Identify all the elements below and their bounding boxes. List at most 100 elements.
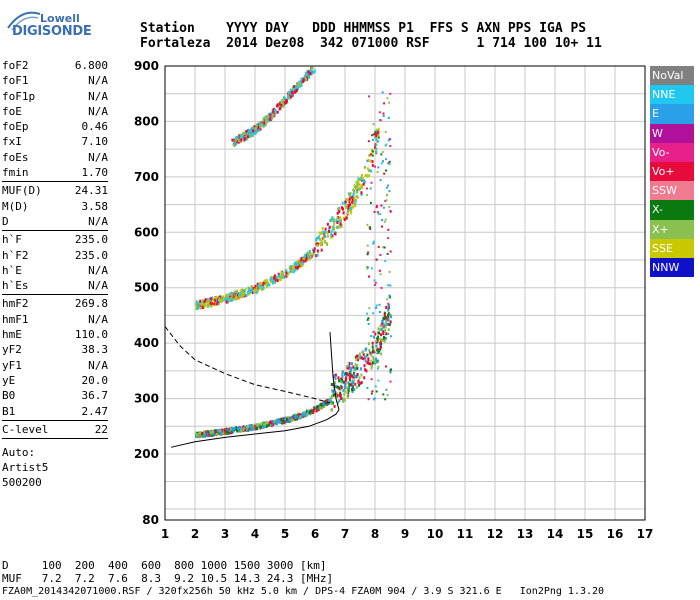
echo-point — [339, 225, 342, 229]
param-value: 6.800 — [74, 59, 108, 72]
echo-point — [199, 301, 202, 305]
echo-point — [331, 216, 334, 220]
echo-point — [207, 430, 210, 434]
echo-point — [259, 286, 262, 290]
echo-point — [272, 423, 275, 427]
param-value: N/A — [88, 214, 108, 228]
echo-point — [248, 287, 251, 291]
echo-point — [385, 199, 388, 202]
echo-point — [211, 296, 214, 300]
echo-point — [373, 351, 376, 354]
echo-point — [250, 425, 252, 429]
param-key: foF2 — [2, 59, 29, 72]
param-value: 24.31 — [74, 184, 108, 198]
echo-point — [337, 207, 340, 211]
lowell-digisonde-logo: Lowell DIGISONDE — [4, 6, 124, 46]
echo-point — [330, 217, 333, 221]
echo-point — [344, 383, 347, 387]
echo-point — [208, 433, 211, 437]
echo-point — [300, 83, 303, 87]
echo-point — [309, 71, 312, 75]
echo-point — [349, 211, 352, 215]
echo-point — [298, 261, 301, 265]
echo-point — [379, 327, 382, 331]
x-tick-label: 17 — [637, 527, 654, 541]
x-tick-label: 12 — [487, 527, 504, 541]
echo-point — [366, 266, 369, 269]
echo-point — [354, 200, 357, 204]
echo-point — [280, 273, 283, 277]
echo-point — [377, 365, 380, 368]
echo-point — [320, 248, 323, 252]
param-key: foEp — [2, 120, 29, 134]
echo-point — [215, 295, 218, 299]
echo-point — [244, 137, 247, 140]
echo-point — [285, 274, 288, 278]
param-key: foE — [2, 104, 22, 118]
echo-point — [330, 233, 333, 237]
echo-point — [380, 162, 383, 165]
echo-point — [263, 121, 266, 125]
echo-point — [298, 264, 301, 268]
echo-point — [379, 213, 382, 216]
echo-point — [385, 169, 387, 172]
echo-point — [276, 104, 278, 108]
echo-point — [387, 318, 390, 322]
echo-point — [324, 227, 327, 231]
echo-point — [221, 296, 224, 300]
echo-point — [364, 355, 367, 359]
echo-point — [283, 420, 286, 424]
echo-point — [275, 278, 277, 282]
echo-point — [279, 278, 282, 281]
echo-point — [331, 225, 334, 229]
echo-point — [338, 379, 341, 383]
y-tick-label: 900 — [134, 59, 159, 73]
echo-point — [335, 225, 338, 229]
echo-point — [280, 100, 283, 104]
echo-point — [385, 158, 388, 161]
echo-point — [348, 376, 351, 380]
echo-point — [376, 347, 379, 350]
echo-point — [290, 93, 293, 97]
echo-point — [294, 268, 297, 272]
echo-point — [204, 302, 207, 306]
echo-point — [381, 322, 384, 326]
echo-point — [341, 373, 344, 377]
echo-point — [236, 429, 239, 433]
echo-point — [381, 225, 383, 228]
echo-point — [289, 270, 292, 274]
echo-point — [267, 115, 270, 119]
echo-point — [370, 153, 372, 156]
echo-point — [375, 340, 378, 343]
y-tick-label: 80 — [142, 513, 159, 527]
echo-point — [312, 411, 315, 415]
echo-point — [356, 183, 359, 187]
echo-point — [352, 365, 355, 369]
echo-point — [299, 415, 302, 419]
echo-point — [344, 379, 347, 383]
echo-point — [387, 312, 390, 316]
echo-point — [356, 186, 359, 190]
legend-item-nnw: NNW — [650, 257, 694, 278]
echo-point — [358, 376, 361, 380]
echo-point — [231, 138, 234, 142]
echo-point — [389, 335, 392, 338]
echo-point — [377, 133, 380, 137]
echo-point — [219, 295, 222, 299]
legend-item-vo-: Vo+ — [650, 161, 694, 182]
echo-point — [237, 139, 240, 143]
echo-point — [324, 230, 327, 234]
param-value: N/A — [88, 358, 108, 372]
echo-point — [299, 82, 302, 86]
echo-point — [228, 293, 231, 296]
echo-point — [287, 272, 290, 275]
echo-point — [347, 204, 350, 207]
echo-point — [347, 373, 350, 377]
echo-point — [267, 421, 269, 425]
echo-point — [285, 270, 287, 273]
echo-point — [306, 72, 309, 76]
logo-line2: DIGISONDE — [12, 24, 92, 39]
echo-point — [337, 385, 340, 389]
echo-point — [353, 367, 356, 370]
legend-item-x-: X+ — [650, 219, 694, 239]
